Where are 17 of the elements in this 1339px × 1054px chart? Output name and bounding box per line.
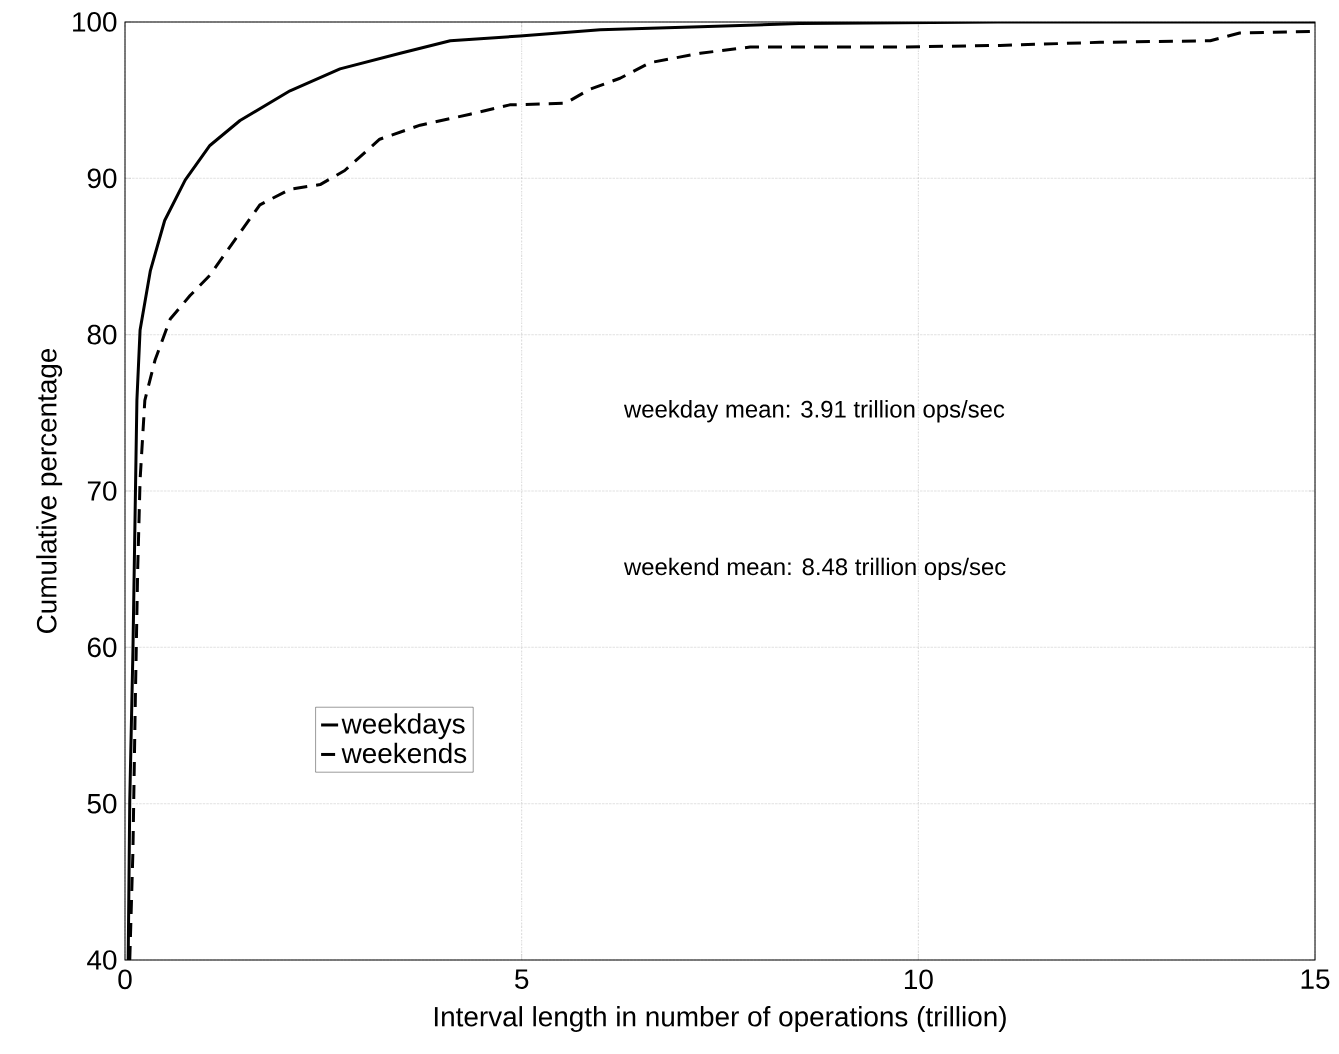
y-axis-title: Cumulative percentage (36, 348, 63, 634)
annotation: weekday mean: 3.91 trillion ops/sec (623, 400, 1005, 423)
x-tick-label: 15 (1301, 969, 1330, 989)
annotation: weekend mean: 8.48 trillion ops/sec (623, 557, 1006, 580)
y-tick-label: 50 (87, 793, 117, 814)
x-tick-label: 5 (515, 969, 529, 989)
y-tick-label: 100 (73, 12, 117, 32)
legend-label: weekdays (341, 713, 465, 740)
x-tick-label: 0 (118, 969, 132, 990)
y-tick-label: 60 (87, 637, 117, 658)
y-tick-label: 70 (87, 481, 117, 501)
x-tick-label: 10 (904, 969, 933, 990)
y-tick-label: 40 (87, 950, 117, 970)
y-tick-label: 90 (87, 168, 117, 189)
legend-label: weekends (341, 742, 467, 764)
y-tick-label: 80 (87, 324, 117, 345)
x-axis-title: Interval length in number of operations (trillion) (434, 1006, 1006, 1033)
